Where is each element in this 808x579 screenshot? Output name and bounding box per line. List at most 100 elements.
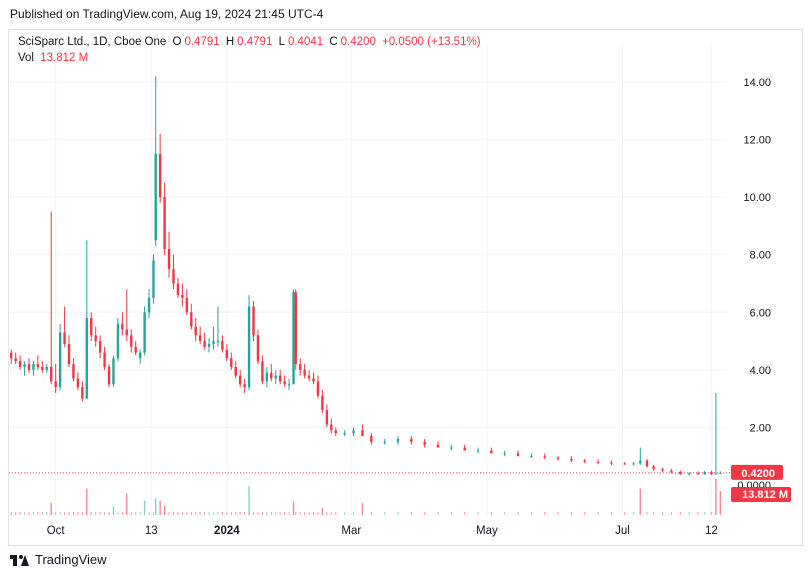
candle-body bbox=[596, 461, 600, 463]
volume-bar bbox=[719, 491, 722, 515]
volume-bar bbox=[557, 512, 559, 515]
candle-body bbox=[274, 375, 277, 379]
volume-bar bbox=[584, 512, 586, 515]
volume-bar bbox=[81, 512, 83, 515]
candle-body bbox=[516, 453, 520, 457]
candle-body bbox=[85, 318, 89, 399]
volume-bar bbox=[517, 512, 519, 515]
tradingview-footer[interactable]: TradingView bbox=[10, 552, 107, 567]
y-tick-label: 10.00 bbox=[743, 192, 771, 204]
volume-bar bbox=[148, 512, 150, 515]
candle-body bbox=[645, 460, 649, 467]
volume-bar bbox=[139, 512, 141, 515]
volume-bar bbox=[63, 512, 66, 515]
x-tick-label: May bbox=[476, 525, 498, 537]
volume-bar bbox=[437, 512, 439, 515]
candle-body bbox=[661, 469, 664, 471]
volume-bar bbox=[270, 512, 272, 515]
candle-body bbox=[194, 326, 197, 336]
volume-bar bbox=[530, 512, 532, 515]
candle-body bbox=[292, 292, 295, 385]
candle-body bbox=[147, 297, 151, 313]
candle-body bbox=[216, 341, 220, 343]
volume-bar bbox=[639, 488, 642, 515]
volume-bar bbox=[235, 512, 237, 515]
volume-bar bbox=[704, 512, 706, 515]
legend-close-key: C bbox=[329, 36, 338, 48]
volume-bar bbox=[424, 512, 426, 515]
candle-body bbox=[158, 153, 162, 198]
legend-volume: Vol 13.812 M bbox=[18, 52, 91, 64]
volume-bar bbox=[304, 512, 306, 515]
candle-body bbox=[10, 352, 13, 359]
volume-bar bbox=[50, 503, 52, 515]
x-tick-label: 12 bbox=[705, 525, 718, 537]
volume-bar bbox=[130, 512, 132, 515]
volume-bar bbox=[204, 512, 206, 515]
candle-body bbox=[103, 352, 106, 367]
candle-body bbox=[130, 335, 133, 347]
candle-body bbox=[23, 364, 26, 367]
volume-bar bbox=[679, 512, 681, 515]
candle-body bbox=[436, 444, 440, 448]
volume-bar bbox=[477, 512, 479, 515]
candle-body bbox=[225, 349, 229, 359]
volume-bar bbox=[292, 501, 295, 515]
x-axis: Oct 13 2024 Mar May Jul 12 bbox=[47, 525, 718, 537]
grid-lines bbox=[9, 45, 727, 515]
volume-bar bbox=[121, 512, 123, 515]
price-tags: 0.4200 13.812 M bbox=[731, 464, 791, 502]
candle-body bbox=[152, 260, 155, 298]
candle-body bbox=[623, 463, 626, 465]
volume-bar bbox=[279, 512, 281, 515]
volume-bar bbox=[326, 512, 328, 515]
candle-body bbox=[243, 384, 246, 388]
candle-body bbox=[41, 366, 44, 370]
candle-body bbox=[583, 460, 586, 462]
candle-body bbox=[570, 459, 573, 461]
candle-body bbox=[14, 358, 17, 362]
chart-frame[interactable] bbox=[8, 29, 803, 546]
volume-bar bbox=[544, 512, 546, 515]
candle-body bbox=[696, 473, 700, 475]
legend-change: +0.0500 (+13.51%) bbox=[382, 36, 481, 48]
candle-body bbox=[410, 438, 413, 442]
volume-bar bbox=[135, 512, 137, 515]
volume-bar bbox=[610, 512, 613, 515]
x-tick-label: Jul bbox=[615, 525, 630, 537]
y-tick-label: 14.00 bbox=[743, 77, 771, 89]
volume-bar bbox=[257, 512, 259, 515]
volume-bar bbox=[335, 512, 337, 515]
volume-bar bbox=[284, 512, 286, 515]
volume-bar bbox=[90, 512, 92, 515]
volume-bar bbox=[117, 512, 119, 515]
volume-bar bbox=[37, 512, 39, 515]
candle-body bbox=[283, 381, 286, 385]
volume-bar bbox=[99, 512, 101, 515]
tradingview-brand: TradingView bbox=[35, 552, 107, 567]
x-tick-label: 2024 bbox=[214, 525, 240, 537]
volume-bar bbox=[321, 507, 324, 515]
candle-body bbox=[63, 332, 66, 344]
volume-bar bbox=[661, 512, 664, 515]
volume-bar bbox=[646, 512, 648, 515]
candle-body bbox=[230, 358, 233, 367]
volume-bar bbox=[181, 512, 183, 515]
candle-body bbox=[107, 366, 111, 385]
candle-body bbox=[32, 364, 35, 370]
volume-bar bbox=[195, 512, 197, 515]
volume-bar bbox=[152, 512, 155, 515]
last-price-tag-label: 0.4200 bbox=[741, 468, 775, 480]
candle-body bbox=[352, 430, 355, 434]
candle-body bbox=[143, 312, 146, 353]
candle-body bbox=[679, 472, 682, 475]
volume-bar bbox=[112, 506, 115, 515]
candle-body bbox=[610, 462, 613, 464]
volume-bar bbox=[330, 512, 332, 515]
legend-volume-key: Vol bbox=[18, 52, 34, 64]
volume-bar bbox=[295, 512, 297, 515]
volume-bar bbox=[217, 512, 219, 515]
candle-body bbox=[688, 473, 691, 475]
volume-bar bbox=[275, 512, 277, 515]
